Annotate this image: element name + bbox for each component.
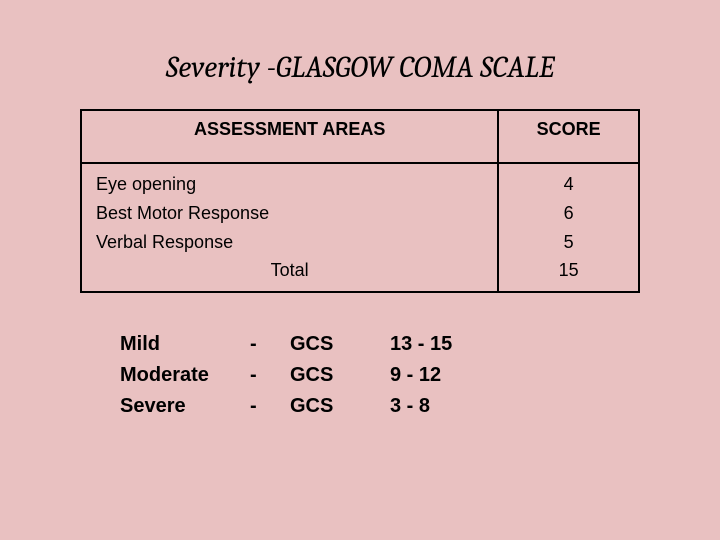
gcs-table: ASSESSMENT AREAS SCORE Eye opening Best … xyxy=(80,109,640,293)
severity-row: Moderate - GCS 9 - 12 xyxy=(120,360,600,391)
area-row: Verbal Response xyxy=(96,228,483,257)
col-header-score: SCORE xyxy=(498,110,639,163)
score-value: 6 xyxy=(513,199,624,228)
severity-range: 3 - 8 xyxy=(390,391,530,422)
severity-row: Mild - GCS 13 - 15 xyxy=(120,329,600,360)
col-header-area: ASSESSMENT AREAS xyxy=(81,110,498,163)
severity-block: Mild - GCS 13 - 15 Moderate - GCS 9 - 12… xyxy=(120,329,600,422)
area-label: Best Motor Response xyxy=(96,199,269,228)
area-cell: Eye opening Best Motor Response Verbal R… xyxy=(81,163,498,292)
area-row: Best Motor Response xyxy=(96,199,483,228)
severity-label: Moderate xyxy=(120,360,250,391)
score-cell: 4 6 5 15 xyxy=(498,163,639,292)
area-label: Verbal Response xyxy=(96,228,233,257)
total-label: Total xyxy=(271,256,309,285)
table-body-row: Eye opening Best Motor Response Verbal R… xyxy=(81,163,639,292)
severity-label: Severe xyxy=(120,391,250,422)
area-row: Eye opening xyxy=(96,170,483,199)
severity-dash: - xyxy=(250,329,290,360)
severity-dash: - xyxy=(250,391,290,422)
area-label: Eye opening xyxy=(96,170,196,199)
table-header-row: ASSESSMENT AREAS SCORE xyxy=(81,110,639,163)
severity-label: Mild xyxy=(120,329,250,360)
severity-gcs: GCS xyxy=(290,391,390,422)
severity-range: 9 - 12 xyxy=(390,360,530,391)
score-value: 5 xyxy=(513,228,624,257)
severity-gcs: GCS xyxy=(290,329,390,360)
severity-dash: - xyxy=(250,360,290,391)
severity-row: Severe - GCS 3 - 8 xyxy=(120,391,600,422)
total-row: Total xyxy=(96,256,483,285)
score-value: 4 xyxy=(513,170,624,199)
severity-gcs: GCS xyxy=(290,360,390,391)
severity-range: 13 - 15 xyxy=(390,329,530,360)
slide-title: Severity -GLASGOW COMA SCALE xyxy=(0,50,720,85)
slide: Severity -GLASGOW COMA SCALE ASSESSMENT … xyxy=(0,0,720,540)
total-score: 15 xyxy=(513,256,624,285)
